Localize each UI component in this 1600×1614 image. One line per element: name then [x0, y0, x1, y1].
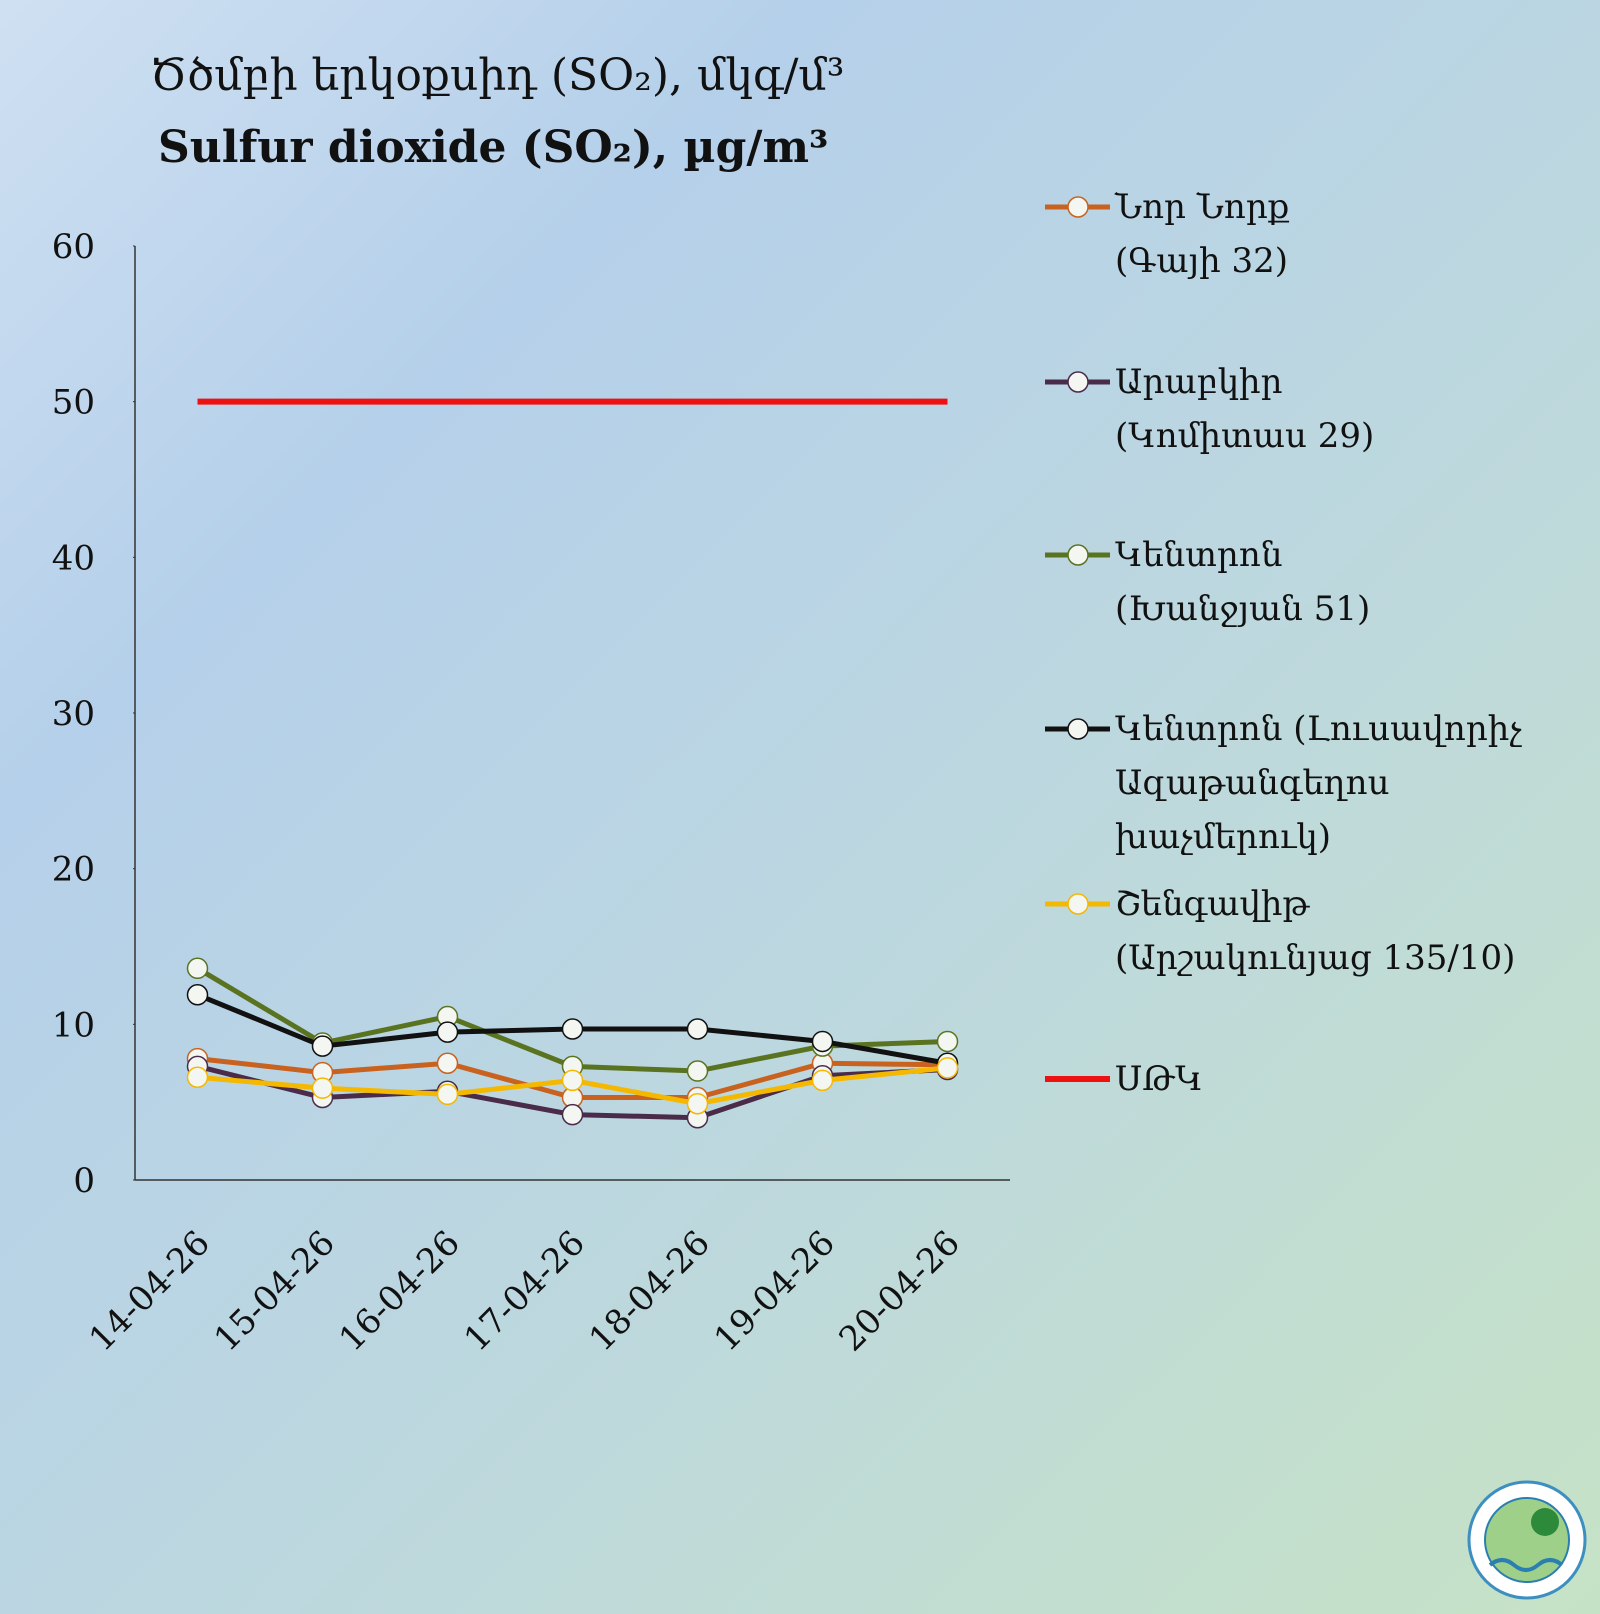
legend-marker	[1067, 893, 1089, 915]
logo	[1467, 1480, 1587, 1600]
data-point	[186, 957, 209, 980]
data-point	[436, 1083, 459, 1106]
data-point	[811, 1030, 834, 1053]
data-point	[936, 1030, 959, 1053]
legend-label: Կենտրոն (Լուսավորիչ Ազաթանգեղոս խաչմերու…	[1115, 709, 1522, 857]
legend-marker	[1067, 718, 1089, 740]
x-tick-label: 18-04-26	[582, 1223, 718, 1359]
data-point	[686, 1018, 709, 1040]
legend-label: ՍԹԿ	[1115, 1059, 1203, 1099]
x-tick-label: 19-04-26	[707, 1223, 843, 1359]
x-tick-label: 20-04-26	[832, 1223, 968, 1359]
legend-label: Արաբկիր (Կոմիտաս 29)	[1115, 362, 1375, 456]
y-tick-label: 20	[52, 850, 95, 890]
y-tick-label: 60	[52, 227, 95, 267]
x-tick-label: 15-04-26	[207, 1223, 343, 1359]
y-tick-label: 40	[52, 538, 95, 578]
x-tick-label: 16-04-26	[332, 1223, 468, 1359]
legend-label: Նոր Նորք (Գայի 32)	[1115, 187, 1290, 281]
x-tick-label: 17-04-26	[457, 1223, 593, 1359]
data-point	[936, 1057, 959, 1079]
data-point	[811, 1069, 834, 1092]
y-tick-label: 10	[52, 1005, 95, 1045]
y-tick-label: 50	[52, 383, 95, 423]
data-point	[311, 1035, 334, 1057]
data-point	[561, 1018, 584, 1040]
data-point	[311, 1077, 334, 1099]
data-point	[686, 1060, 709, 1082]
y-tick-label: 0	[73, 1161, 95, 1201]
data-point	[186, 984, 209, 1006]
legend-marker	[1067, 544, 1089, 566]
legend-marker	[1067, 371, 1089, 393]
data-point	[436, 1021, 459, 1043]
data-point	[561, 1069, 584, 1092]
y-tick-label: 30	[52, 694, 95, 734]
data-point	[686, 1092, 709, 1115]
legend-label: Շենգավիթ (Արշակունյաց 135/10)	[1115, 884, 1516, 978]
chart-subtitle: Sulfur dioxide (SO₂), µg/m³	[158, 122, 828, 173]
data-point	[561, 1103, 584, 1126]
legend-marker	[1067, 196, 1089, 218]
chart-title: Ծծմբի երկօքսիդ (SO₂), մկգ/մ³	[150, 50, 844, 101]
data-point	[186, 1066, 209, 1089]
data-point	[436, 1052, 459, 1074]
x-tick-label: 14-04-26	[82, 1223, 218, 1359]
legend-label: Կենտրոն (Խանջյան 51)	[1115, 535, 1371, 629]
